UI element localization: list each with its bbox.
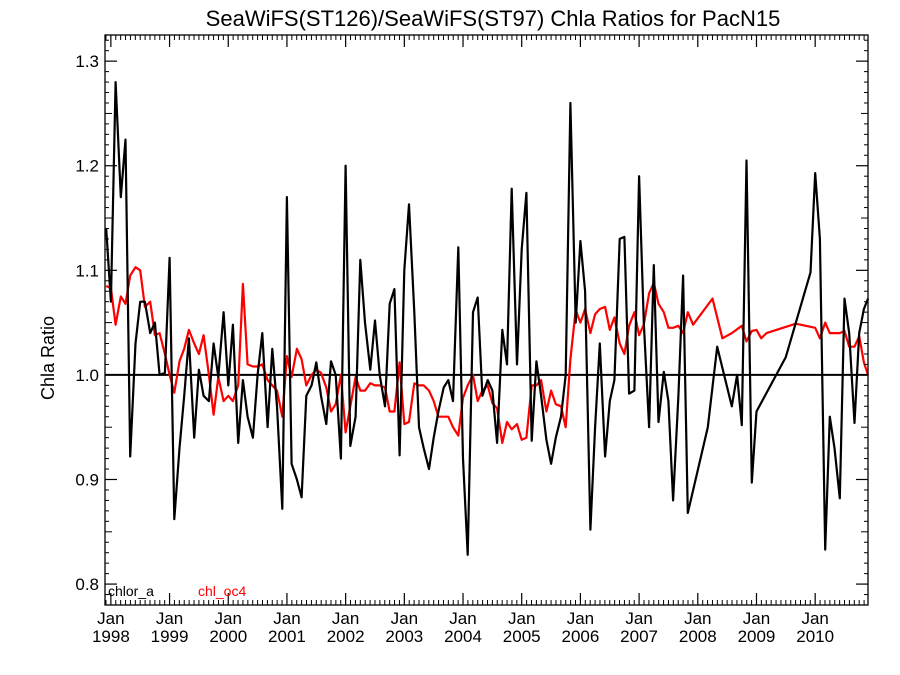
x-tick-label-month: Jan xyxy=(332,609,359,628)
x-tick-label-month: Jan xyxy=(684,609,711,628)
x-tick-label-year: 2005 xyxy=(503,627,541,646)
y-tick-label: 0.8 xyxy=(75,575,99,594)
x-tick-label-year: 2010 xyxy=(796,627,834,646)
x-tick-label-month: Jan xyxy=(273,609,300,628)
x-tick-label-year: 2007 xyxy=(620,627,658,646)
x-tick-label-month: Jan xyxy=(156,609,183,628)
x-tick-label-month: Jan xyxy=(215,609,242,628)
legend-label-chlor-a: chlor_a xyxy=(108,583,154,599)
x-tick-label-month: Jan xyxy=(743,609,770,628)
series-line-chlor-a xyxy=(105,81,870,556)
chart-title: SeaWiFS(ST126)/SeaWiFS(ST97) Chla Ratios… xyxy=(206,6,781,31)
x-tick-label-year: 1999 xyxy=(151,627,189,646)
x-tick-label-month: Jan xyxy=(625,609,652,628)
x-tick-label-month: Jan xyxy=(508,609,535,628)
x-tick-label-year: 2006 xyxy=(561,627,599,646)
x-tick-label-month: Jan xyxy=(391,609,418,628)
plot-frame xyxy=(104,34,869,606)
y-tick-label: 1.2 xyxy=(75,157,99,176)
x-tick-label-year: 2008 xyxy=(679,627,717,646)
x-tick-label-year: 2002 xyxy=(327,627,365,646)
plot-area xyxy=(105,81,870,556)
x-tick-label-year: 2001 xyxy=(268,627,306,646)
y-tick-label: 0.9 xyxy=(75,470,99,489)
x-tick-label-month: Jan xyxy=(567,609,594,628)
x-tick-label-year: 2003 xyxy=(385,627,423,646)
legend: chlor_a chl_oc4 xyxy=(108,583,246,599)
x-tick-label-month: Jan xyxy=(449,609,476,628)
legend-label-chl-oc4: chl_oc4 xyxy=(198,583,246,599)
x-tick-label-year: 2000 xyxy=(209,627,247,646)
x-tick-label-year: 1998 xyxy=(92,627,130,646)
y-tick-label: 1.0 xyxy=(75,366,99,385)
y-tick-label: 1.3 xyxy=(75,52,99,71)
x-tick-label-month: Jan xyxy=(97,609,124,628)
y-tick-label: 1.1 xyxy=(75,261,99,280)
x-tick-label-year: 2009 xyxy=(738,627,776,646)
axes: 0.80.91.01.11.21.3Jan1998Jan1999Jan2000J… xyxy=(75,35,868,646)
x-tick-label-month: Jan xyxy=(801,609,828,628)
x-tick-label-year: 2004 xyxy=(444,627,482,646)
y-axis-label: Chla Ratio xyxy=(38,316,58,400)
